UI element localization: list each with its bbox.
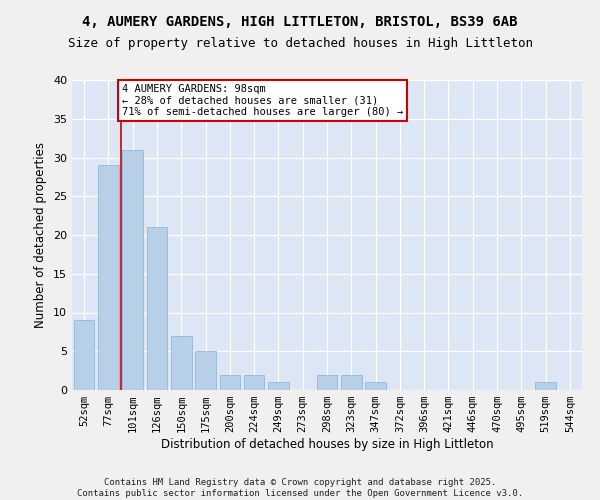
Bar: [535, 382, 556, 390]
Text: 4, AUMERY GARDENS, HIGH LITTLETON, BRISTOL, BS39 6AB: 4, AUMERY GARDENS, HIGH LITTLETON, BRIST…: [82, 15, 518, 29]
Bar: [122, 150, 143, 390]
Bar: [317, 374, 337, 390]
Bar: [365, 382, 386, 390]
Text: 4 AUMERY GARDENS: 98sqm
← 28% of detached houses are smaller (31)
71% of semi-de: 4 AUMERY GARDENS: 98sqm ← 28% of detache…: [122, 84, 403, 117]
Y-axis label: Number of detached properties: Number of detached properties: [34, 142, 47, 328]
Text: Size of property relative to detached houses in High Littleton: Size of property relative to detached ho…: [67, 38, 533, 51]
Bar: [98, 165, 119, 390]
Bar: [244, 374, 265, 390]
Bar: [341, 374, 362, 390]
Bar: [220, 374, 240, 390]
Bar: [268, 382, 289, 390]
Bar: [195, 351, 216, 390]
Bar: [171, 336, 191, 390]
X-axis label: Distribution of detached houses by size in High Littleton: Distribution of detached houses by size …: [161, 438, 493, 451]
Bar: [74, 320, 94, 390]
Text: Contains HM Land Registry data © Crown copyright and database right 2025.
Contai: Contains HM Land Registry data © Crown c…: [77, 478, 523, 498]
Bar: [146, 227, 167, 390]
